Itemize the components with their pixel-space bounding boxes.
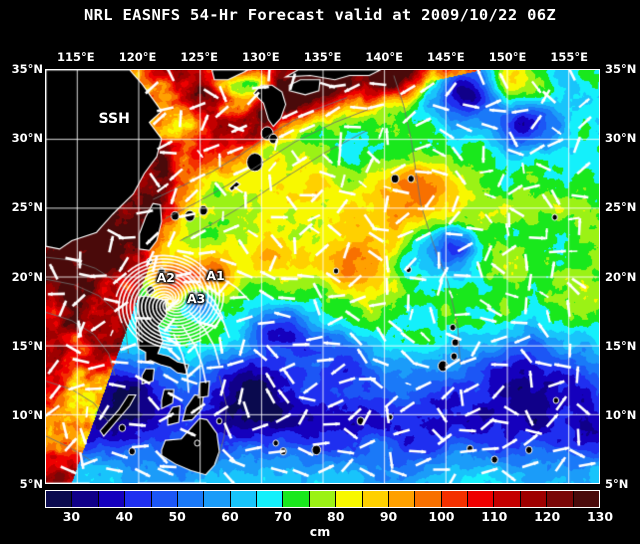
lat-tick-right-20N: 20°N: [605, 269, 637, 284]
colorbar-tick-80: 80: [327, 509, 345, 524]
colorbar-swatch-0: [46, 491, 73, 507]
colorbar-swatch-2: [98, 491, 126, 507]
lat-tick-right-15N: 15°N: [605, 338, 637, 353]
colorbar-tick-30: 30: [62, 509, 81, 524]
colorbar-swatch-16: [468, 491, 495, 507]
lat-tick-right-10N: 10°N: [605, 407, 637, 422]
lat-tick-left-30N: 30°N: [11, 131, 43, 146]
eddy-label-a3: A3: [187, 290, 206, 306]
lon-tick-120E: 120°E: [118, 50, 157, 64]
colorbar-swatch-20: [573, 491, 599, 507]
lon-tick-130E: 130°E: [242, 50, 280, 64]
colorbar-swatch-5: [177, 491, 205, 507]
colorbar-swatch-10: [309, 491, 337, 507]
eddy-label-a2: A2: [156, 270, 175, 286]
lat-tick-right-25N: 25°N: [605, 200, 637, 215]
lon-tick-150E: 150°E: [488, 50, 527, 64]
map-panel: SSH A1 A2 A3: [45, 69, 600, 484]
lat-tick-right-35N: 35°N: [605, 62, 637, 76]
lon-tick-115E: 115°E: [57, 50, 95, 64]
lat-tick-right-30N: 30°N: [605, 131, 637, 146]
colorbar-swatch-15: [441, 491, 468, 507]
lat-tick-left-15N: 15°N: [11, 338, 43, 353]
lat-tick-left-10N: 10°N: [11, 407, 43, 422]
colorbar-swatch-17: [494, 491, 521, 507]
colorbar-swatch-1: [72, 491, 99, 507]
colorbar-tick-50: 50: [168, 509, 186, 524]
colorbar-tick-100: 100: [428, 509, 455, 524]
lat-tick-right-5N: 5°N: [605, 477, 629, 491]
colorbar-swatch-19: [547, 491, 574, 507]
colorbar-swatch-6: [204, 491, 231, 507]
colorbar-tick-70: 70: [274, 509, 292, 524]
colorbar: [45, 490, 600, 508]
colorbar-swatch-8: [257, 491, 284, 507]
colorbar-swatch-3: [125, 491, 152, 507]
colorbar-tick-90: 90: [379, 509, 398, 524]
colorbar-swatch-11: [336, 491, 363, 507]
colorbar-swatch-9: [283, 491, 310, 507]
lon-tick-125E: 125°E: [180, 50, 218, 64]
lon-tick-155E: 155°E: [550, 50, 588, 64]
colorbar-tick-60: 60: [221, 509, 239, 524]
eddy-label-a1: A1: [206, 268, 225, 284]
ssh-heatmap-canvas: [46, 70, 599, 483]
lat-tick-left-25N: 25°N: [11, 200, 43, 215]
colorbar-tick-120: 120: [534, 509, 561, 524]
colorbar-unit-label: cm: [309, 524, 331, 539]
lat-tick-left-5N: 5°N: [19, 477, 43, 491]
colorbar-tick-40: 40: [115, 509, 133, 524]
ssh-label: SSH: [98, 111, 130, 128]
colorbar-swatch-12: [362, 491, 389, 507]
colorbar-tick-110: 110: [481, 509, 508, 524]
lon-tick-145E: 145°E: [427, 50, 465, 64]
lat-tick-left-35N: 35°N: [11, 62, 43, 76]
lat-tick-left-20N: 20°N: [11, 269, 43, 284]
colorbar-swatch-7: [230, 491, 257, 507]
page-title: NRL EASNFS 54-Hr Forecast valid at 2009/…: [84, 6, 556, 24]
colorbar-swatch-18: [520, 491, 548, 507]
colorbar-swatch-13: [388, 491, 416, 507]
colorbar-swatch-4: [151, 491, 178, 507]
colorbar-tick-130: 130: [586, 509, 614, 524]
lon-tick-135E: 135°E: [303, 50, 342, 64]
lon-tick-140E: 140°E: [365, 50, 403, 64]
colorbar-swatch-14: [415, 491, 442, 507]
